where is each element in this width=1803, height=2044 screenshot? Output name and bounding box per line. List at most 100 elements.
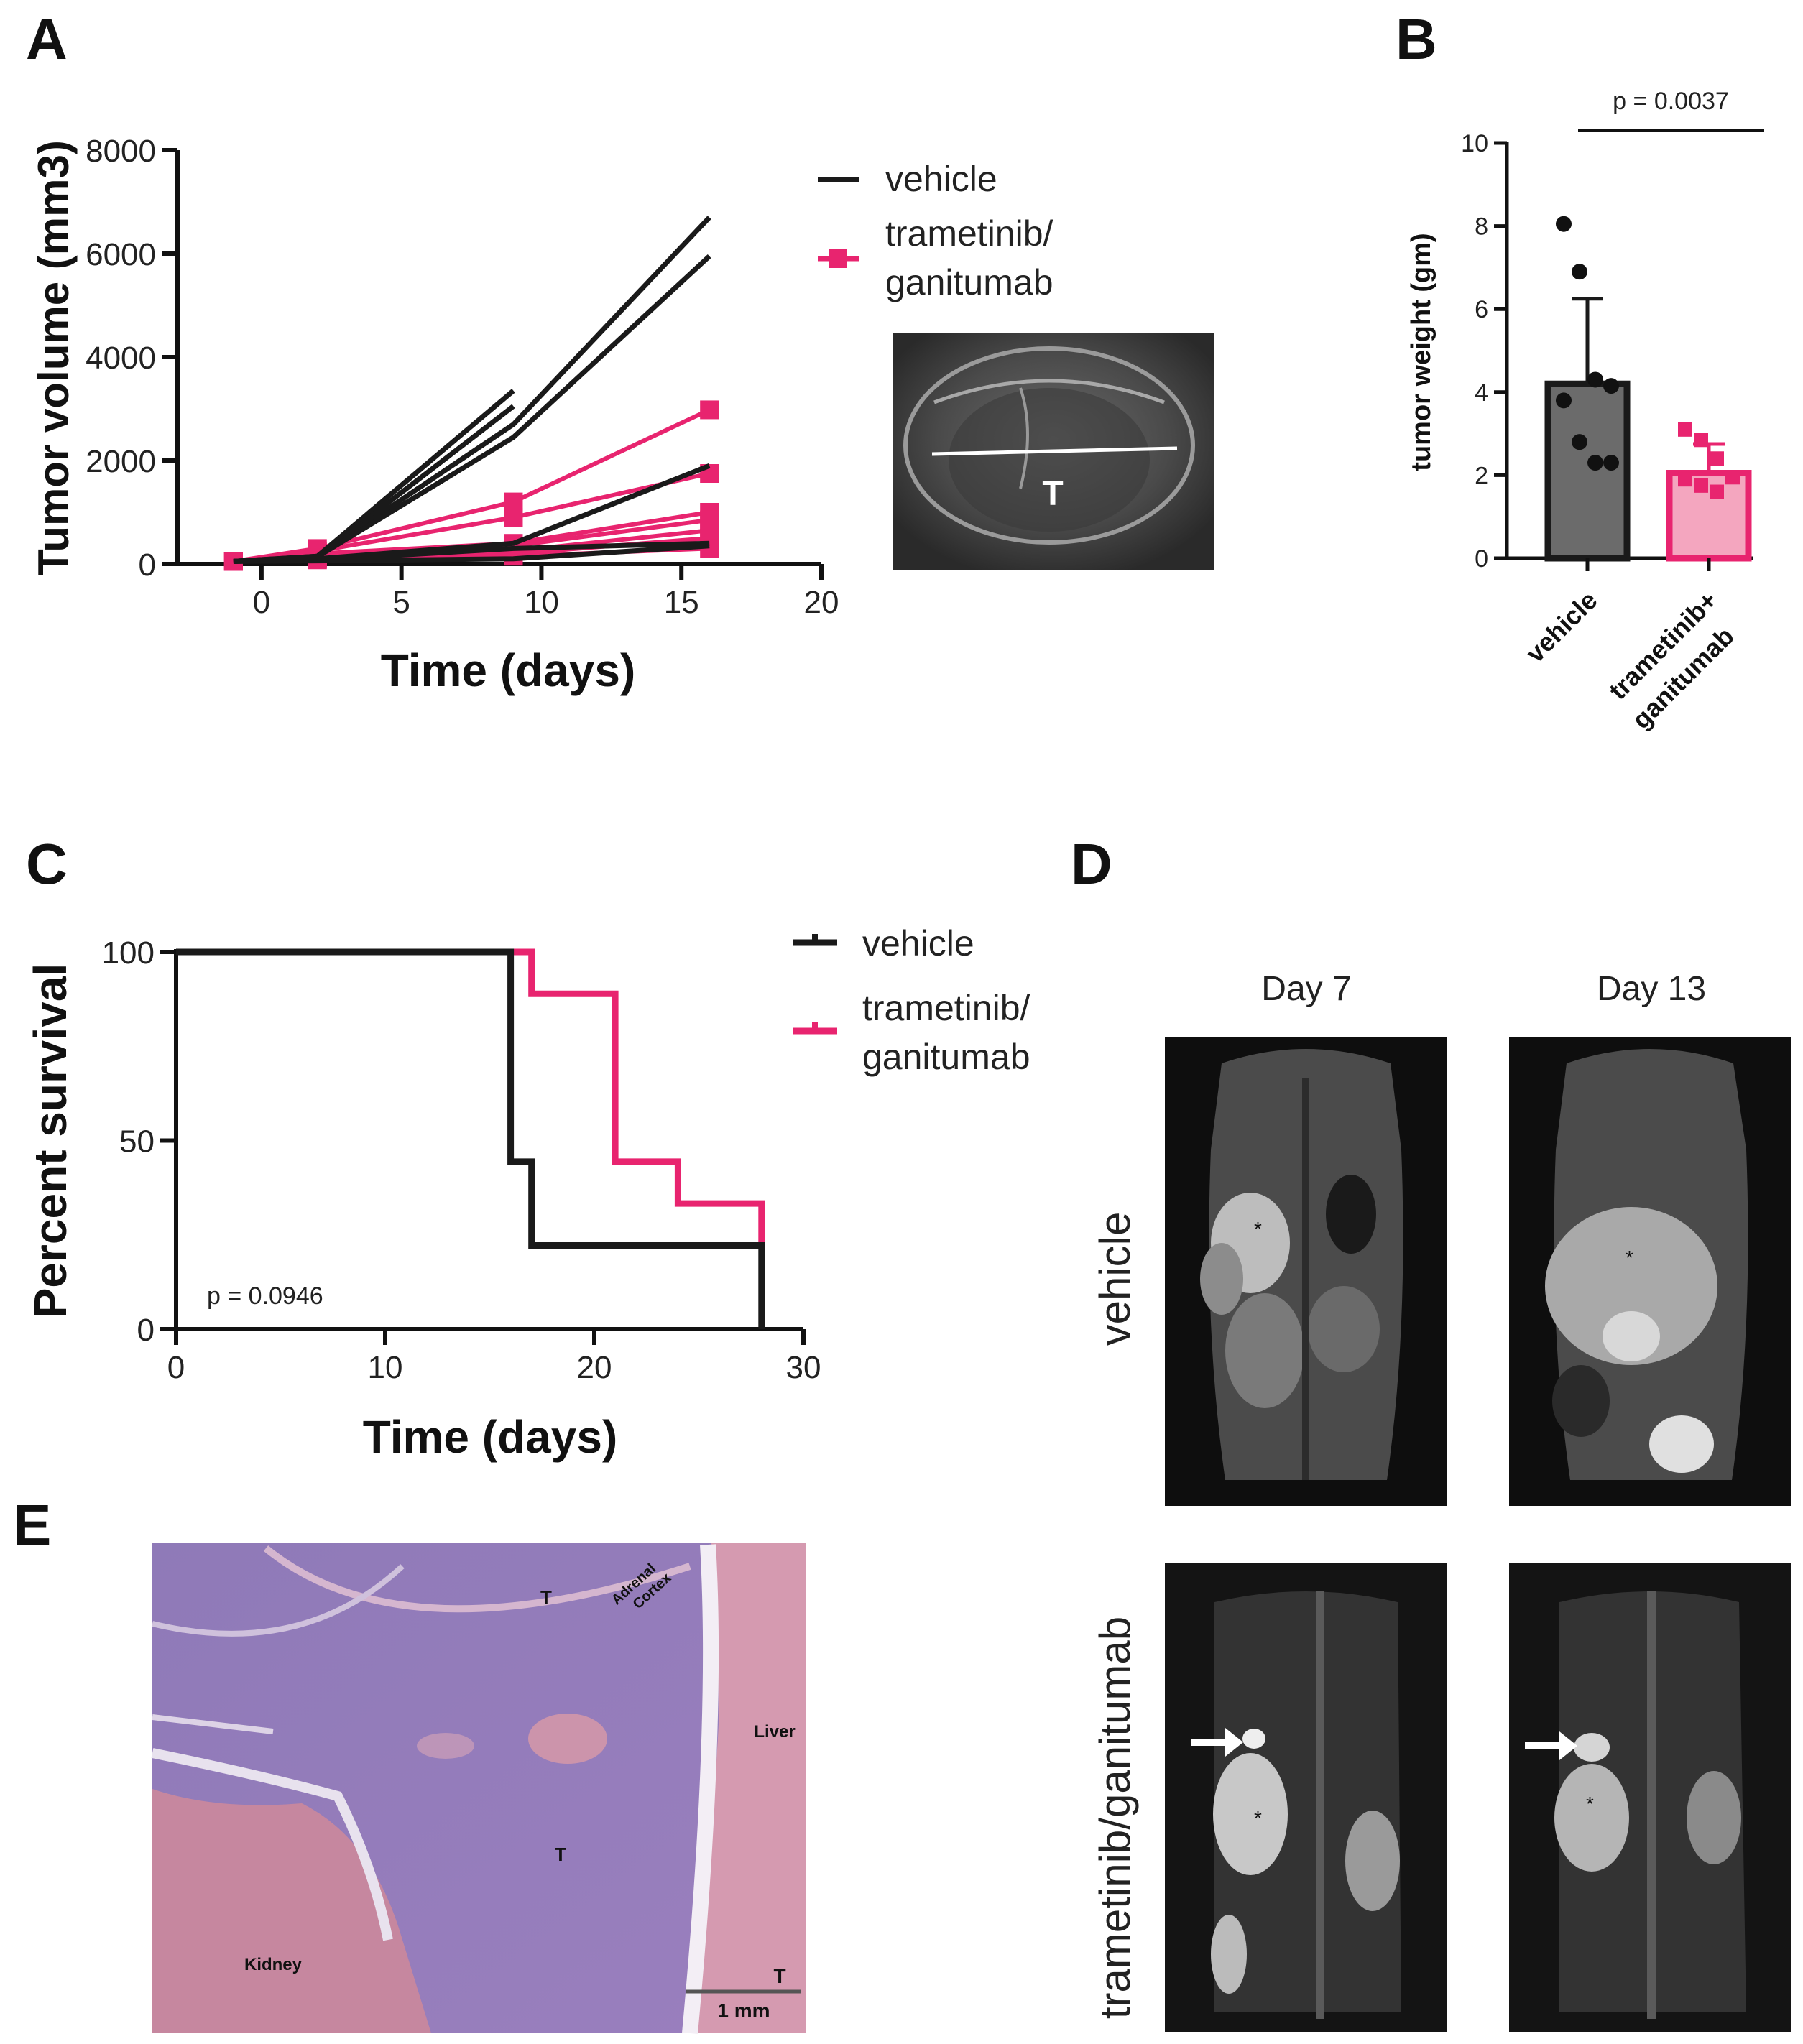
scale-bar-label: 1 mm xyxy=(717,1999,770,2022)
tumor-weight-y-tick-label: 10 xyxy=(1461,130,1488,157)
tumor-weight-point-vehicle xyxy=(1587,371,1603,388)
mri-vehicle-day13: * xyxy=(1509,1037,1791,1506)
legend-vehicle-label: vehicle xyxy=(862,923,974,963)
tumor-weight-point-vehicle xyxy=(1572,434,1587,450)
tumor-volume-axes: 0 2000 4000 6000 8000 0 5 10 15 20 xyxy=(86,134,839,620)
mri-treatment-day13: * xyxy=(1509,1563,1791,2032)
legend-treatment-label-line1: trametinib/ xyxy=(862,988,1030,1028)
survival-x-axis-label: Time (days) xyxy=(363,1411,618,1463)
panel-label-e: E xyxy=(13,1493,51,1557)
survival-axes: 0 50 100 0 10 20 30 xyxy=(102,935,821,1385)
tumor-volume-y-tick-label: 4000 xyxy=(86,341,156,376)
mri-row-label-treatment: trametinib/ganitumab xyxy=(1091,1617,1139,2019)
tumor-weight-category-vehicle: vehicle xyxy=(1520,586,1603,668)
tumor-volume-x-tick-label: 20 xyxy=(804,585,839,620)
tumor-volume-y-tick-label: 2000 xyxy=(86,444,156,479)
mri-vehicle-day7: * xyxy=(1165,1037,1447,1506)
tumor-weight-point-vehicle xyxy=(1556,392,1572,409)
mri-asterisk: * xyxy=(1254,1218,1262,1240)
mri-row-label-vehicle: vehicle xyxy=(1091,1212,1139,1346)
tumor-weight-point-treatment xyxy=(1725,470,1740,485)
tumor-weight-point-treatment xyxy=(1710,484,1724,499)
tumor-weight-y-axis-label: tumor weight (gm) xyxy=(1406,233,1437,471)
tumor-weight-point-vehicle xyxy=(1556,216,1572,232)
tumor-weight-bar-treatment xyxy=(1666,470,1752,562)
survival-p-value: p = 0.0946 xyxy=(207,1282,323,1310)
survival-x-tick-label: 10 xyxy=(368,1350,403,1385)
panel-label-b: B xyxy=(1396,7,1437,71)
tumor-volume-vehicle-line xyxy=(233,543,710,564)
survival-x-tick-label: 0 xyxy=(167,1350,185,1385)
tumor-volume-y-tick-label: 0 xyxy=(139,547,156,583)
tumor-weight-p-value: p = 0.0037 xyxy=(1613,88,1729,115)
histology-label-tumor-top: T xyxy=(540,1586,552,1608)
ultrasound-tumor-label: T xyxy=(1042,475,1063,513)
tumor-weight-y-tick-label: 2 xyxy=(1475,462,1488,489)
legend-vehicle-label: vehicle xyxy=(885,159,997,199)
histology-label-tumor-bottom: T xyxy=(773,1965,785,1987)
tumor-weight-point-vehicle xyxy=(1603,455,1619,471)
mri-asterisk: * xyxy=(1586,1793,1594,1815)
survival-y-axis-label: Percent survival xyxy=(24,963,76,1319)
survival-legend: vehicle trametinib/ganitumab xyxy=(793,923,1030,1077)
mri-asterisk: * xyxy=(1626,1247,1633,1269)
tumor-volume-treatment-marker xyxy=(504,508,523,527)
tumor-volume-treatment-marker xyxy=(700,400,719,420)
legend-treatment-label-line2: ganitumab xyxy=(862,1037,1030,1077)
tumor-volume-vehicle-line xyxy=(233,254,711,564)
tumor-weight-point-treatment xyxy=(1678,472,1692,487)
survival-x-tick-label: 20 xyxy=(577,1350,612,1385)
histology-label-liver: Liver xyxy=(754,1722,795,1742)
histology-label-tumor-middle: T xyxy=(555,1844,566,1865)
survival-y-tick-label: 0 xyxy=(137,1313,155,1348)
tumor-weight-point-treatment xyxy=(1710,451,1724,466)
survival-x-tick-label: 30 xyxy=(786,1350,821,1385)
mri-treatment-day7: * xyxy=(1165,1563,1447,2032)
tumor-weight-point-vehicle xyxy=(1572,264,1587,280)
survival-y-tick-label: 50 xyxy=(119,1124,155,1160)
tumor-volume-x-tick-label: 10 xyxy=(524,585,559,620)
tumor-weight-category-labels: vehicle trametinib+ganitumab xyxy=(1520,586,1739,735)
legend-treatment-marker xyxy=(829,249,847,268)
tumor-weight-point-treatment xyxy=(1694,478,1708,493)
panel-label-c: C xyxy=(26,832,68,896)
tumor-weight-y-tick-label: 6 xyxy=(1475,296,1488,323)
tumor-weight-bar-vehicle xyxy=(1544,380,1631,562)
legend-treatment-label-line1: trametinib/ xyxy=(885,213,1053,254)
panel-label-a: A xyxy=(26,7,68,71)
tumor-weight-point-vehicle xyxy=(1603,378,1619,394)
tumor-volume-x-axis-label: Time (days) xyxy=(381,644,636,696)
tumor-volume-y-axis-label: Tumor volume (mm3) xyxy=(29,140,78,575)
survival-vehicle-line xyxy=(176,948,765,1329)
mri-panel: Day 7 Day 13 vehicle trametinib/ganituma… xyxy=(1091,970,1791,2032)
survival-y-tick-label: 100 xyxy=(102,935,155,971)
mri-col-label-day7: Day 7 xyxy=(1261,970,1351,1008)
tumor-weight-point-treatment xyxy=(1694,433,1708,448)
mri-asterisk: * xyxy=(1254,1807,1262,1829)
panel-label-d: D xyxy=(1071,832,1112,896)
tumor-weight-point-treatment xyxy=(1678,422,1692,437)
tumor-weight-bars xyxy=(1544,216,1752,571)
tumor-volume-y-tick-label: 6000 xyxy=(86,237,156,272)
tumor-weight-y-tick-label: 4 xyxy=(1475,379,1488,407)
histology-label-kidney: Kidney xyxy=(244,1955,303,1974)
tumor-weight-point-vehicle xyxy=(1587,455,1603,471)
tumor-volume-chart: 0 2000 4000 6000 8000 0 5 10 15 20 Time (days) Tu… xyxy=(29,134,1053,696)
histology-image: T Adrenal Cortex Liver T Kidney T 1 mm xyxy=(151,1543,806,2035)
tumor-volume-legend: vehicle trametinib/ganitumab xyxy=(818,159,1053,302)
survival-chart: 0 50 100 0 10 20 30 Time (days) Percent surviv… xyxy=(24,923,1030,1463)
legend-treatment-label-line2: ganitumab xyxy=(885,262,1053,302)
mri-col-label-day13: Day 13 xyxy=(1597,970,1706,1008)
ultrasound-image: T xyxy=(893,333,1214,570)
tumor-volume-x-tick-label: 15 xyxy=(664,585,699,620)
tumor-volume-series xyxy=(223,216,719,571)
tumor-volume-vehicle-line xyxy=(233,404,515,564)
survival-series xyxy=(176,948,765,1329)
tumor-weight-chart: 0 2 4 6 8 10 tumor weight (gm) p = 0.0037 veh… xyxy=(1406,88,1764,734)
tumor-volume-y-tick-label: 8000 xyxy=(86,134,156,169)
tumor-volume-x-tick-label: 5 xyxy=(392,585,410,620)
survival-treatment-line xyxy=(510,948,765,1246)
tumor-weight-y-tick-label: 8 xyxy=(1475,213,1488,241)
tumor-weight-y-tick-label: 0 xyxy=(1475,545,1488,573)
